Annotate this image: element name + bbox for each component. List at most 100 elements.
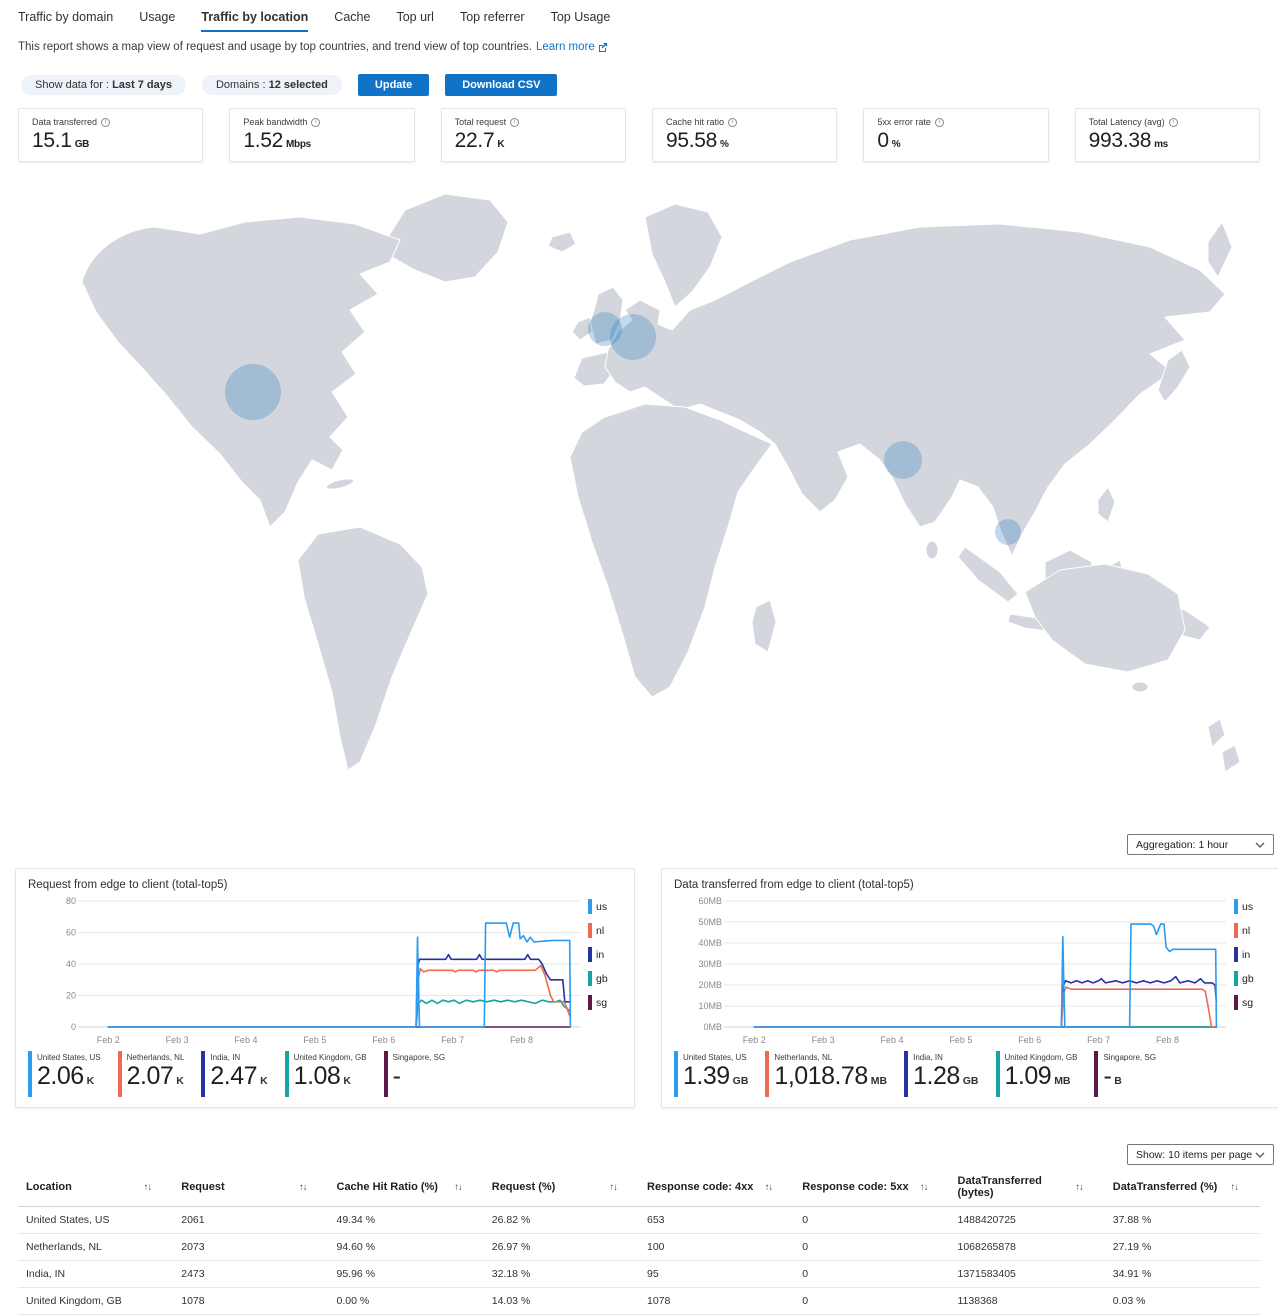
sort-icon[interactable]: ↑↓ [454,1181,462,1193]
total-unit: K [176,1075,184,1087]
legend-item-sg[interactable]: sg [1234,995,1268,1010]
traffic-bubbles [225,312,1021,545]
tab-top-url[interactable]: Top url [396,10,434,24]
sort-icon[interactable]: ↑↓ [920,1181,928,1193]
metric-unit: ms [1154,139,1168,150]
chart-legend: us nl in gb sg [588,895,622,1047]
legend-swatch [1234,971,1238,986]
update-button[interactable]: Update [357,74,430,96]
svg-text:20: 20 [66,991,76,1001]
sort-icon[interactable]: ↑↓ [764,1181,773,1193]
column-header-request[interactable]: Request ↑↓ [173,1169,328,1206]
sort-icon[interactable]: ↑↓ [1075,1181,1083,1193]
svg-text:Feb 8: Feb 8 [510,1035,533,1045]
column-header-datatransferred-bytes-[interactable]: DataTransferred (bytes) ↑↓ [950,1169,1105,1206]
legend-item-us[interactable]: us [588,899,622,914]
tab-traffic-by-domain[interactable]: Traffic by domain [18,10,114,24]
chart-legend: us nl in gb sg [1234,895,1268,1047]
info-icon[interactable] [934,117,944,127]
tab-top-referrer[interactable]: Top referrer [459,10,525,24]
svg-text:Feb 8: Feb 8 [1156,1035,1179,1045]
metric-unit: % [720,139,729,150]
show-data-for-filter[interactable]: Show data for : Last 7 days [21,75,186,95]
total-value-row: 2.06 K [37,1062,101,1091]
legend-item-us[interactable]: us [1234,899,1268,914]
table-cell: 32.18 % [491,1268,531,1280]
column-header-location[interactable]: Location ↑↓ [18,1169,173,1206]
table-cell: 100 [647,1241,665,1253]
svg-text:60: 60 [66,928,76,938]
tab-cache[interactable]: Cache [334,10,371,24]
legend-item-in[interactable]: in [1234,947,1268,962]
legend-label: gb [596,972,608,985]
info-icon[interactable] [101,117,111,127]
table-cell: 653 [647,1214,665,1226]
domains-value: 12 selected [268,79,328,91]
total-content: Singapore, SG - B [1103,1051,1155,1097]
column-header-response-code-4xx[interactable]: Response code: 4xx ↑↓ [639,1169,794,1206]
svg-text:Feb 3: Feb 3 [812,1035,835,1045]
legend-label: gb [1242,972,1254,985]
traffic-bubble [884,441,922,479]
info-icon[interactable] [1168,117,1178,127]
svg-text:Feb 4: Feb 4 [234,1035,257,1045]
column-header-label: Request [181,1181,225,1193]
total-gb: United Kingdom, GB 1.08 K [284,1051,367,1097]
column-header-response-code-5xx[interactable]: Response code: 5xx ↑↓ [794,1169,949,1206]
tab-usage[interactable]: Usage [139,10,176,24]
total-value: 1.08 [293,1062,341,1090]
sort-icon[interactable]: ↑↓ [299,1181,307,1193]
column-header-label: DataTransferred (bytes) [957,1175,1042,1199]
table-row: United Kingdom, GB 1078 0.00 % 14.03 % 1078 0… [18,1288,1260,1315]
total-value: 1.39 [683,1062,730,1090]
legend-item-in[interactable]: in [588,947,622,962]
info-icon[interactable] [510,117,520,127]
column-header-cache-hit-ratio-[interactable]: Cache Hit Ratio (%) ↑↓ [329,1169,484,1206]
download-csv-button[interactable]: Download CSV [445,74,558,96]
column-header-request-[interactable]: Request (%) ↑↓ [484,1169,639,1206]
table-cell: 26.97 % [491,1241,531,1253]
total-unit: MB [1054,1075,1071,1087]
metric-unit: % [891,139,901,150]
metric-number: 95.58 [665,129,718,152]
sort-icon[interactable]: ↑↓ [1230,1181,1239,1193]
total-unit: K [86,1075,95,1087]
svg-text:40MB: 40MB [698,938,722,948]
legend-item-gb[interactable]: gb [588,971,622,986]
metric-number: 15.1 [32,129,72,152]
column-header-datatransferred-[interactable]: DataTransferred (%) ↑↓ [1105,1169,1260,1206]
total-value-row: 1,018.78 MB [774,1062,887,1091]
total-label: United Kingdom, GB [293,1053,367,1062]
column-header-label: DataTransferred (%) [1112,1181,1218,1193]
tab-traffic-by-location[interactable]: Traffic by location [201,10,309,32]
sort-icon[interactable]: ↑↓ [143,1181,152,1193]
table-cell: 2061 [181,1214,205,1226]
total-value: - [392,1062,401,1090]
learn-more-link[interactable]: Learn more [536,41,607,53]
tab-top-usage[interactable]: Top Usage [550,10,611,24]
total-value-row: 2.07 K [127,1062,185,1091]
legend-item-nl[interactable]: nl [1234,923,1268,938]
info-icon[interactable] [728,117,738,127]
sort-icon[interactable]: ↑↓ [609,1181,618,1193]
total-value-row: 2.47 K [210,1062,267,1091]
items-per-page-value: Show: 10 items per page [1136,1148,1253,1161]
legend-item-gb[interactable]: gb [1234,971,1268,986]
total-unit: B [1114,1075,1122,1087]
total-us: United States, US 1.39 GB [674,1051,748,1097]
domains-filter[interactable]: Domains : 12 selected [201,75,342,95]
info-icon[interactable] [311,117,321,127]
table-cell: Netherlands, NL [26,1241,102,1253]
metric-unit: Mbps [286,139,311,150]
aggregation-dropdown[interactable]: Aggregation: 1 hour [1127,834,1274,855]
total-content: India, IN 1.28 GB [913,1051,978,1097]
total-value: 1,018.78 [774,1062,868,1090]
table-cell: United States, US [26,1214,110,1226]
total-unit: GB [732,1075,749,1087]
show-data-for-label: Show data for : [35,79,109,91]
table-cell: 0 [802,1295,809,1307]
items-per-page-dropdown[interactable]: Show: 10 items per page [1127,1144,1274,1165]
report-description: This report shows a map view of request … [18,41,1278,53]
legend-item-nl[interactable]: nl [588,923,622,938]
legend-item-sg[interactable]: sg [588,995,622,1010]
